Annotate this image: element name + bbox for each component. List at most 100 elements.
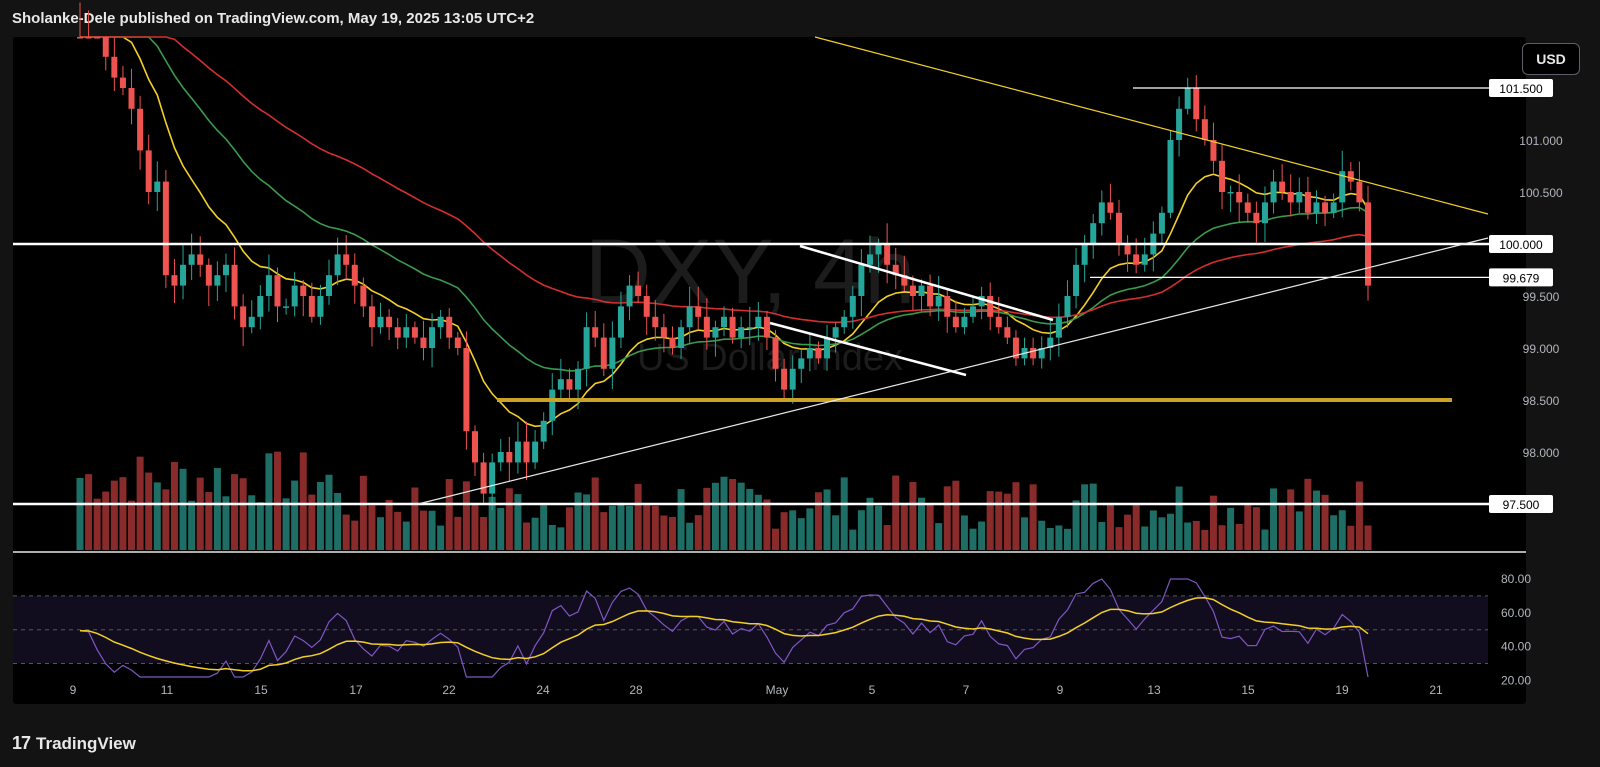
- volume-bar: [995, 491, 1003, 550]
- volume-bar: [1132, 503, 1140, 550]
- candle: [1055, 303, 1062, 357]
- volume-bar: [419, 510, 427, 550]
- time-tick-label: 17: [349, 683, 363, 697]
- volume-bar: [668, 516, 676, 550]
- candle-body: [1090, 223, 1097, 244]
- descending-resistance-trendline: [814, 36, 1489, 215]
- candle: [944, 288, 951, 333]
- candle: [1150, 221, 1157, 272]
- price-level-tag: 97.500: [1489, 495, 1553, 513]
- candle: [600, 323, 607, 377]
- candle-body: [231, 264, 238, 307]
- candle-body: [660, 327, 667, 338]
- volume-bar: [917, 497, 925, 550]
- candle: [85, 10, 92, 39]
- candle-body: [592, 327, 599, 338]
- volume-bar: [1304, 478, 1312, 550]
- price-level-tag-label: 97.500: [1503, 498, 1540, 512]
- candle-body: [755, 316, 762, 328]
- candle-body: [806, 348, 813, 359]
- candle-body: [240, 306, 247, 328]
- candle-body: [1279, 181, 1286, 192]
- candle: [411, 321, 418, 344]
- volume-bar: [1270, 488, 1278, 550]
- candle-body: [1339, 171, 1346, 203]
- candle: [1176, 96, 1183, 157]
- candle-body: [429, 327, 436, 348]
- volume-bar: [1244, 503, 1252, 550]
- candle-body: [738, 327, 745, 338]
- candle-body: [300, 285, 307, 296]
- candle: [1253, 201, 1260, 243]
- candle: [643, 284, 650, 335]
- candle-body: [394, 327, 401, 338]
- volume-bar: [437, 525, 445, 550]
- volume-bar: [256, 502, 264, 550]
- price-tick-label: 101.000: [1519, 134, 1563, 148]
- volume-bar: [110, 480, 118, 550]
- time-tick-label: 9: [1057, 683, 1064, 697]
- volume-bar: [523, 522, 531, 550]
- watermark-description: US Dollar Index: [637, 337, 903, 379]
- volume-bar: [1338, 510, 1346, 550]
- candle: [669, 326, 676, 355]
- volume-bar: [746, 488, 754, 550]
- candle-body: [1347, 171, 1354, 182]
- candle-body: [1158, 212, 1165, 234]
- time-tick-label: 19: [1335, 683, 1349, 697]
- volume-bar: [188, 500, 196, 550]
- candle-body: [832, 327, 839, 338]
- volume-bar: [737, 482, 745, 550]
- volume-bar: [960, 515, 968, 550]
- candle-body: [798, 358, 805, 369]
- candle-body: [205, 264, 212, 286]
- candle-body: [489, 462, 496, 494]
- candle-body: [952, 316, 959, 328]
- candle: [351, 253, 358, 304]
- volume-bar: [1218, 525, 1226, 550]
- volume-bar: [1012, 482, 1020, 550]
- volume-bar: [1355, 481, 1363, 550]
- volume-bar: [1235, 524, 1243, 550]
- volume-bar: [986, 491, 994, 550]
- candle-body: [446, 316, 453, 338]
- candle: [394, 318, 401, 350]
- candle: [970, 296, 977, 323]
- volume-bar: [900, 504, 908, 550]
- volume-bar: [1175, 486, 1183, 550]
- candle: [549, 373, 556, 436]
- candle-body: [583, 327, 590, 369]
- volume-bar: [411, 487, 419, 550]
- volume-bar: [170, 462, 178, 550]
- candle-body: [403, 327, 410, 338]
- volume-bar: [462, 481, 470, 550]
- price-level-tag-bg: [1489, 235, 1553, 253]
- rsi-line: [79, 578, 1369, 678]
- candle: [721, 306, 727, 337]
- candle: [420, 320, 427, 361]
- candle-body: [944, 296, 951, 317]
- candle: [291, 272, 298, 317]
- candle: [978, 286, 985, 320]
- price-tick-label: 98.000: [1523, 446, 1560, 460]
- candle-body: [1167, 140, 1174, 213]
- candle: [557, 358, 564, 400]
- candle-body: [497, 452, 504, 463]
- currency-button[interactable]: USD: [1522, 43, 1580, 75]
- footer-brand[interactable]: 17 TradingView: [12, 733, 136, 754]
- chart-frame[interactable]: [13, 37, 1526, 704]
- volume-bar: [720, 476, 728, 550]
- candle-body: [283, 306, 290, 308]
- volume-bar: [471, 504, 479, 550]
- candle: [429, 313, 436, 368]
- candle: [849, 286, 856, 329]
- volume-bar: [694, 515, 702, 550]
- candle: [935, 275, 942, 321]
- volume-bar: [145, 472, 153, 550]
- candle: [746, 306, 753, 346]
- volume-bar: [334, 493, 342, 550]
- candle-body: [257, 296, 264, 317]
- volume-bar: [1261, 529, 1269, 550]
- time-tick-label: 13: [1147, 683, 1161, 697]
